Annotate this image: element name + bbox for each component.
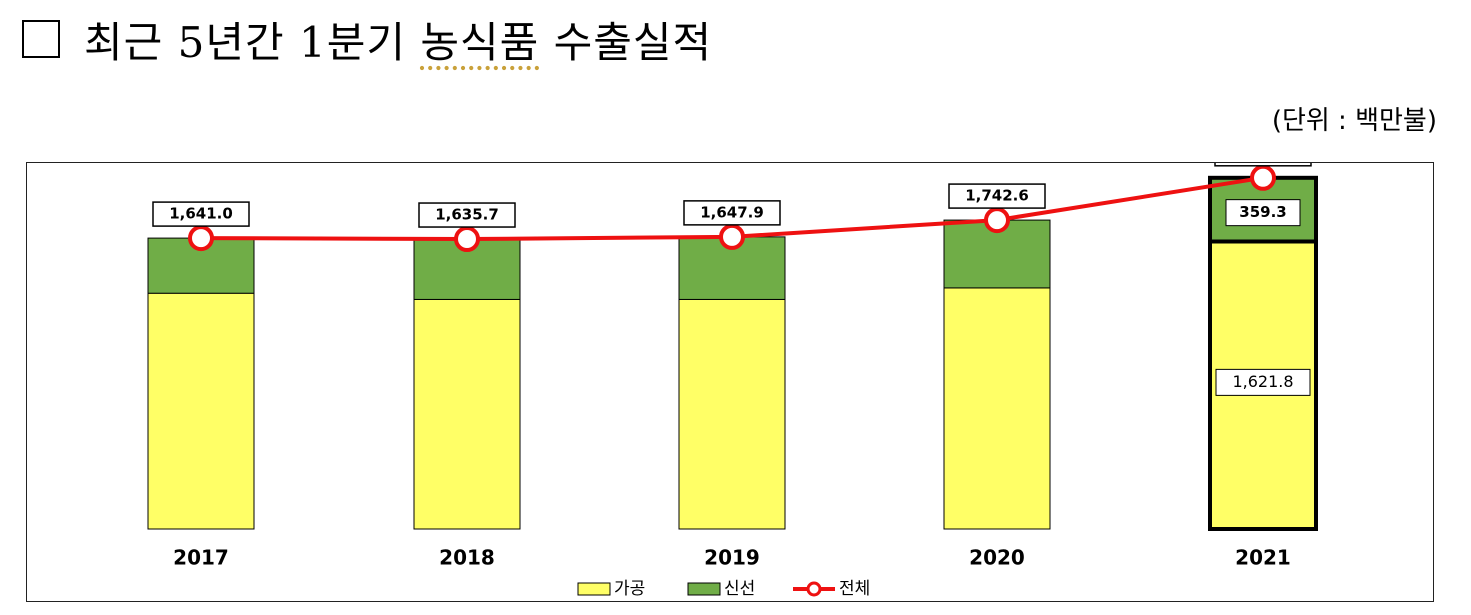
bar-processed-2020 [943,287,1051,530]
x-tick-label-2020: 2020 [969,546,1025,570]
label-box-fresh-2021 [1225,199,1301,227]
chart-frame: 2017 2018 2019 2020 2021 359.3 1,621.8 1,641.0 1… [26,162,1434,602]
x-tick-label-2021: 2021 [1235,546,1291,570]
legend-marker-total [806,581,822,597]
bar-processed-2017 [147,292,255,530]
title-underlined: 농식품 [420,17,540,67]
x-tick-label-2018: 2018 [439,546,495,570]
total-label-2018: 1,635.7 [435,206,499,224]
legend-swatch-processed [577,582,611,596]
legend-label-total: 전체 [839,579,870,599]
bar-processed-2019 [678,298,786,530]
label-box-processed-2021 [1215,368,1311,396]
total-marker-2019 [719,223,745,250]
total-label-box-2021 [1214,163,1312,167]
title-suffix: 수출실적 [539,17,713,67]
bar-processed-2018 [413,298,521,530]
x-tick-label-2019: 2019 [704,546,760,570]
legend-label-processed: 가공 [614,579,645,599]
total-marker-2018 [454,226,480,253]
data-label-fresh-2021: 359.3 [1239,203,1286,221]
unit-label: (단위 : 백만불) [1271,106,1437,136]
legend-swatch-fresh [687,582,721,596]
title-prefix: 최근 5년간 1분기 [84,17,421,67]
x-tick-label-2017: 2017 [173,546,229,570]
title-text: 최근 5년간 1분기 농식품 수출실적 [84,9,712,70]
page-title: 최근 5년간 1분기 농식품 수출실적 [22,4,712,74]
total-label-2020: 1,742.6 [965,187,1029,205]
total-marker-2020 [984,207,1010,234]
total-label-box-2019 [683,200,781,226]
legend-label-fresh: 신선 [724,579,755,599]
data-label-processed-2021: 1,621.8 [1232,372,1293,391]
export-chart: 2017 2018 2019 2020 2021 359.3 1,621.8 1,641.0 1… [147,163,1318,599]
square-bullet-icon [22,20,60,58]
total-marker-2017 [188,225,214,252]
total-label-2017: 1,641.0 [169,205,233,223]
total-marker-2021 [1250,164,1276,191]
total-label-box-2020 [948,183,1046,209]
total-label-box-2017 [152,201,250,227]
total-label-box-2018 [418,202,516,228]
total-label-2019: 1,647.9 [700,203,764,221]
